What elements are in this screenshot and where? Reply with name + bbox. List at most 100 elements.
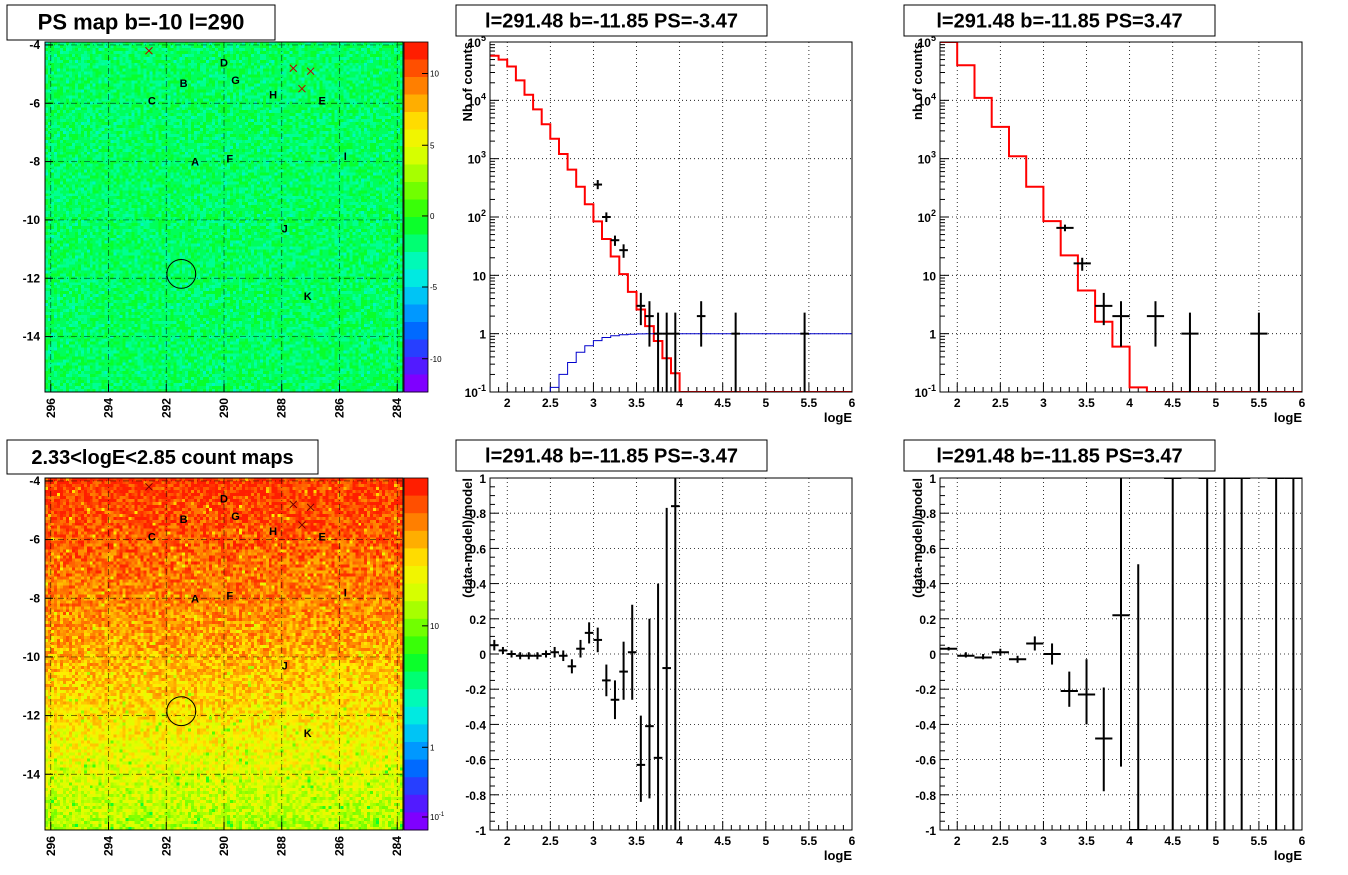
data-point bbox=[636, 292, 646, 326]
colorbar-band bbox=[404, 42, 428, 60]
data-point bbox=[1129, 564, 1147, 830]
tick-label: 2.5 bbox=[992, 396, 1009, 410]
data-point bbox=[1181, 312, 1199, 392]
title-text: 2.33<logE<2.85 count maps bbox=[31, 447, 293, 469]
tick-label: 0.8 bbox=[469, 507, 486, 521]
colorbar-band bbox=[404, 182, 428, 200]
panel-2-title: l=291.48 b=-11.85 PS=-3.47 bbox=[455, 4, 768, 37]
data-layer bbox=[940, 478, 1302, 830]
colorbar: 10 5 0 -5 -10 bbox=[403, 41, 442, 393]
tick-label: 4 bbox=[1126, 834, 1133, 848]
plot-frame bbox=[489, 41, 853, 393]
background-histogram bbox=[490, 333, 852, 392]
source-label: E bbox=[318, 532, 325, 544]
data-point bbox=[1077, 659, 1096, 725]
data-point bbox=[1060, 671, 1078, 707]
data-point bbox=[1026, 636, 1044, 651]
data-point bbox=[584, 622, 594, 644]
colorbar-band bbox=[404, 689, 428, 708]
colorbar-band bbox=[404, 478, 428, 497]
source-label: A bbox=[191, 157, 199, 169]
source-cross bbox=[145, 46, 153, 55]
x-tick-label: 296 bbox=[44, 398, 58, 418]
source-label: E bbox=[318, 95, 325, 107]
source-label: C bbox=[148, 532, 156, 544]
y-axis-label: nb of counts bbox=[910, 42, 925, 120]
tick-label: -0.6 bbox=[465, 754, 486, 768]
tick-label: 1 bbox=[479, 472, 486, 486]
colorbar-band bbox=[404, 495, 428, 514]
data-point bbox=[619, 641, 628, 700]
y-tick-label: -8 bbox=[29, 591, 40, 605]
y-tick-label: -14 bbox=[23, 330, 41, 344]
y-tick-label: -10 bbox=[23, 650, 41, 664]
colorbar-band bbox=[404, 217, 428, 235]
tick-label: 0.4 bbox=[919, 578, 936, 592]
tick-label: 2 bbox=[504, 396, 511, 410]
data-point bbox=[1284, 478, 1302, 830]
colorbar-band bbox=[404, 742, 428, 761]
tick-label: 5 bbox=[762, 834, 769, 848]
colorbar-tick-label: 10-1 bbox=[430, 812, 445, 822]
colorbar-band bbox=[404, 287, 428, 305]
tick-label: -0.2 bbox=[465, 683, 486, 697]
panel-3-title: l=291.48 b=-11.85 PS=3.47 bbox=[903, 4, 1216, 37]
tick-label: 3 bbox=[590, 834, 597, 848]
colorbar-band bbox=[404, 724, 428, 743]
data-point bbox=[653, 583, 663, 830]
x-axis-label: logE bbox=[1274, 848, 1302, 863]
data-point bbox=[1164, 478, 1182, 830]
colorbar-band bbox=[404, 636, 428, 655]
colorbar-tick-label: -5 bbox=[430, 283, 438, 292]
source-label: K bbox=[304, 291, 312, 303]
tick-label: 3 bbox=[1040, 834, 1047, 848]
colorbar-band bbox=[404, 129, 428, 148]
x-tick-label: 284 bbox=[390, 398, 404, 418]
tick-label: 103 bbox=[918, 150, 936, 167]
colorbar-band bbox=[404, 164, 428, 183]
tick-label: -1 bbox=[475, 824, 486, 838]
title-text: l=291.48 b=-11.85 PS=3.47 bbox=[936, 11, 1182, 33]
source-label: B bbox=[180, 514, 188, 526]
source-label: C bbox=[148, 95, 156, 107]
data-point bbox=[1095, 687, 1113, 792]
panel-6-title: l=291.48 b=-11.85 PS=3.47 bbox=[903, 439, 1216, 472]
tick-label: 5.5 bbox=[1251, 834, 1268, 848]
tick-label: 5 bbox=[1212, 834, 1219, 848]
data-point bbox=[593, 627, 603, 653]
colorbar-tick-label: 10 bbox=[430, 622, 439, 631]
tick-label: 3.5 bbox=[628, 834, 645, 848]
tick-label: 2.5 bbox=[542, 396, 559, 410]
panel-5-title: l=291.48 b=-11.85 PS=-3.47 bbox=[455, 439, 768, 472]
tick-label: 3 bbox=[1040, 396, 1047, 410]
title-box bbox=[903, 4, 1216, 37]
colorbar-band bbox=[404, 583, 428, 602]
data-point bbox=[1112, 478, 1130, 767]
colorbar-tick-label: -10 bbox=[430, 355, 442, 364]
data-point bbox=[1112, 301, 1130, 347]
data-point bbox=[1056, 224, 1074, 232]
colorbar-band bbox=[404, 777, 428, 796]
x-tick-label: 290 bbox=[217, 836, 231, 856]
x-tick-label: 296 bbox=[44, 836, 58, 856]
heatmap-cells bbox=[45, 478, 404, 831]
tick-label: 4 bbox=[1126, 396, 1133, 410]
data-point bbox=[576, 639, 585, 658]
y-tick-label: -6 bbox=[29, 533, 40, 547]
data-point bbox=[1250, 312, 1268, 392]
source-label: D bbox=[220, 57, 228, 69]
data-point bbox=[541, 650, 551, 658]
tick-label: 1 bbox=[929, 472, 936, 486]
title-text: l=291.48 b=-11.85 PS=3.47 bbox=[936, 446, 1182, 468]
data-point bbox=[636, 715, 646, 802]
tick-label: 10 bbox=[923, 269, 937, 283]
tick-label: -0.4 bbox=[465, 718, 486, 732]
x-tick-label: 292 bbox=[159, 836, 173, 856]
tick-label: 2.5 bbox=[992, 834, 1009, 848]
tick-label: 2 bbox=[504, 834, 511, 848]
axis-ticks: 296 294 292 290 288 286 284 -4 -6 -8 -10 -12 -14 bbox=[23, 474, 405, 856]
colorbar-band bbox=[404, 147, 428, 165]
y-axis-label: (data-model)/model bbox=[910, 478, 925, 598]
tick-label: 10-1 bbox=[915, 383, 936, 400]
data-point bbox=[957, 652, 975, 658]
